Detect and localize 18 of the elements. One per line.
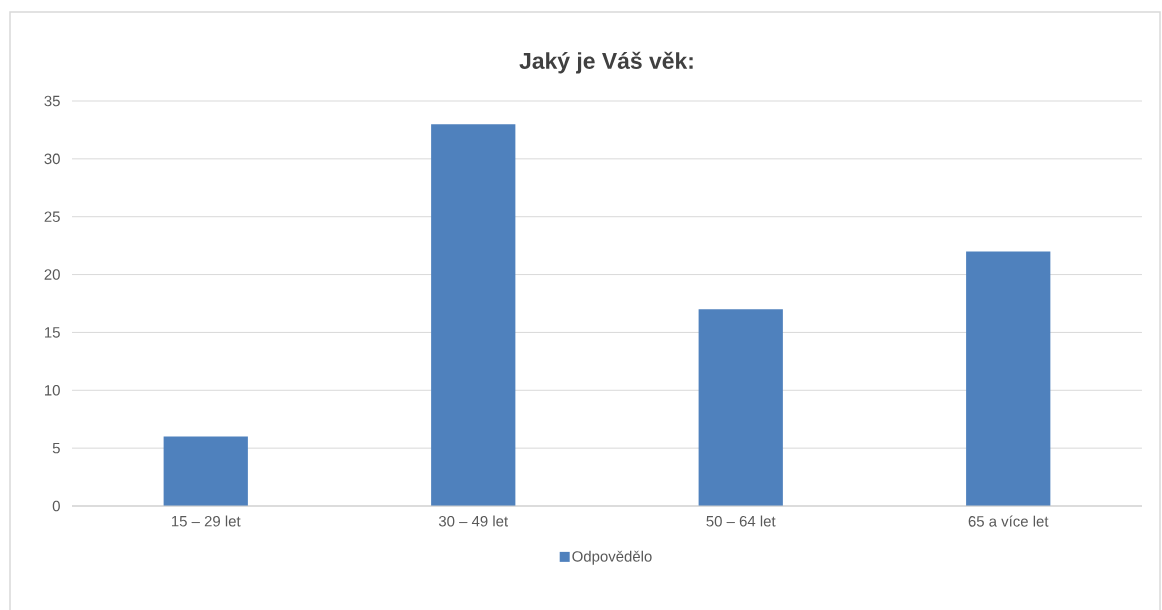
y-tick-label: 30 xyxy=(44,153,60,165)
y-tick-label: 35 xyxy=(44,95,60,107)
y-tick-label: 15 xyxy=(45,327,60,338)
chart-title: Jaký je Váš věk: xyxy=(519,51,693,74)
y-tick-label: 25 xyxy=(44,211,60,222)
bar xyxy=(966,251,1051,506)
y-tick-label: 10 xyxy=(45,384,60,396)
x-tick-label: 15 – 29 let xyxy=(171,515,241,527)
bar xyxy=(698,309,783,506)
legend-label: Odpovědělo xyxy=(572,550,652,565)
x-tick-label: 30 – 49 let xyxy=(438,515,509,527)
y-tick-label: 5 xyxy=(52,442,60,454)
bar xyxy=(163,436,248,506)
bar xyxy=(431,124,516,506)
x-tick-label: 50 – 64 let xyxy=(706,515,776,527)
y-tick-label: 20 xyxy=(44,269,60,280)
y-tick-label: 0 xyxy=(52,500,60,512)
x-tick-label: 65 a více let xyxy=(968,515,1049,527)
